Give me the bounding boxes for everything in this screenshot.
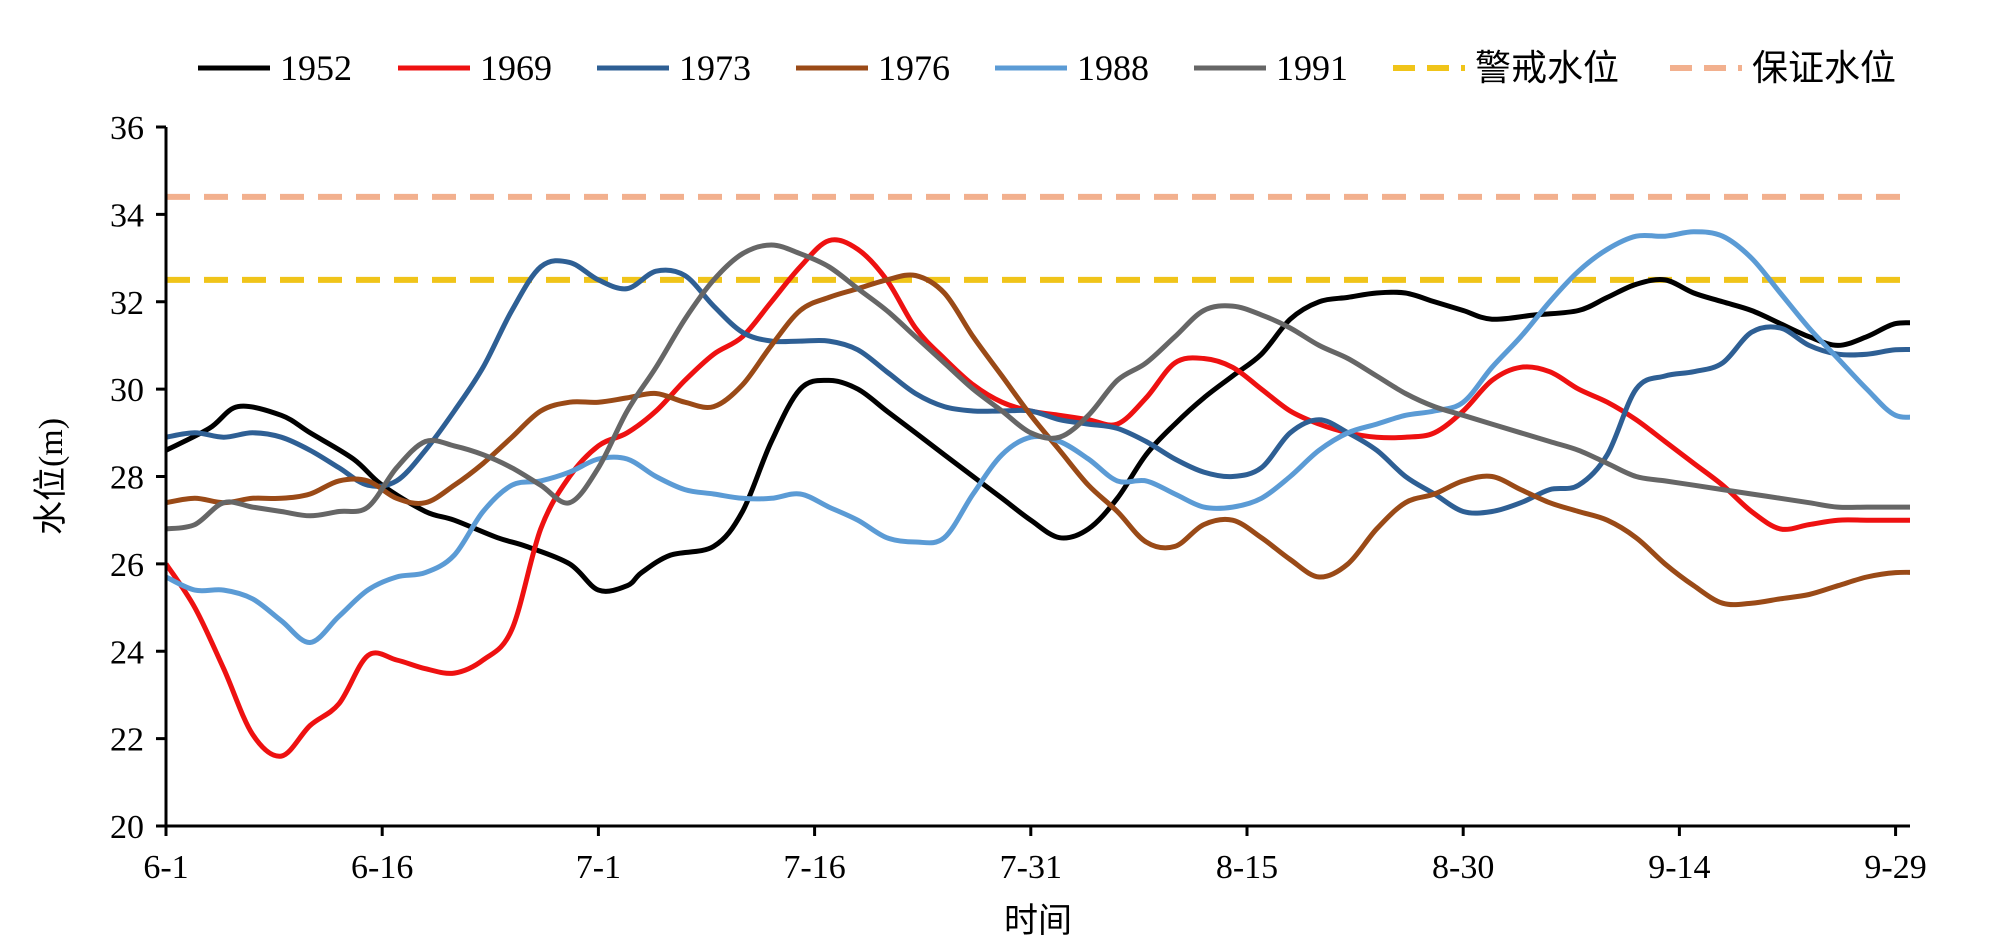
series-line-1991: [166, 242, 1910, 532]
y-tick-label: 22: [110, 722, 144, 759]
x-tick-label: 6-1: [143, 849, 188, 886]
series-line-1952: [166, 277, 1910, 594]
x-tick-label: 9-29: [1864, 849, 1926, 886]
legend-label-1988: 1988: [1077, 48, 1149, 88]
y-tick-label: 34: [110, 197, 144, 234]
y-tick-label: 36: [110, 110, 144, 147]
y-tick-label: 28: [110, 460, 144, 497]
series-line-1976: [166, 272, 1910, 608]
x-axis-ticks: 6-1 6-16 7-1 7-16 7-31 8-15 8-30 9-14 9-29: [143, 826, 1927, 886]
legend-label-1976: 1976: [878, 48, 950, 88]
legend: 1952 1969 1973 1976 1988 1991 警戒水位 保证水位: [198, 48, 1896, 88]
x-tick-label: 7-1: [576, 849, 621, 886]
series-line-1969: [166, 237, 1910, 759]
x-tick-label: 7-31: [1000, 849, 1062, 886]
x-axis-label: 时间: [1004, 903, 1072, 940]
y-tick-label: 20: [110, 809, 144, 846]
x-tick-label: 8-15: [1216, 849, 1278, 886]
y-tick-label: 30: [110, 372, 144, 409]
y-axis-ticks: 20 22 24 26 28 30 32 34 36: [110, 110, 166, 846]
y-tick-label: 24: [110, 634, 144, 671]
legend-label-保证水位: 保证水位: [1752, 48, 1896, 88]
x-tick-label: 7-16: [783, 849, 845, 886]
legend-label-警戒水位: 警戒水位: [1475, 48, 1619, 88]
x-tick-label: 8-30: [1432, 849, 1494, 886]
legend-label-1991: 1991: [1276, 48, 1348, 88]
y-axis-label: 水位(m): [32, 418, 70, 535]
series-line-1973: [166, 258, 1910, 516]
x-tick-label: 6-16: [351, 849, 413, 886]
y-tick-label: 32: [110, 285, 144, 322]
x-tick-label: 9-14: [1648, 849, 1710, 886]
legend-label-1973: 1973: [679, 48, 751, 88]
legend-label-1969: 1969: [480, 48, 552, 88]
series-layer: [166, 193, 1910, 759]
y-tick-label: 26: [110, 547, 144, 584]
legend-label-1952: 1952: [280, 48, 352, 88]
